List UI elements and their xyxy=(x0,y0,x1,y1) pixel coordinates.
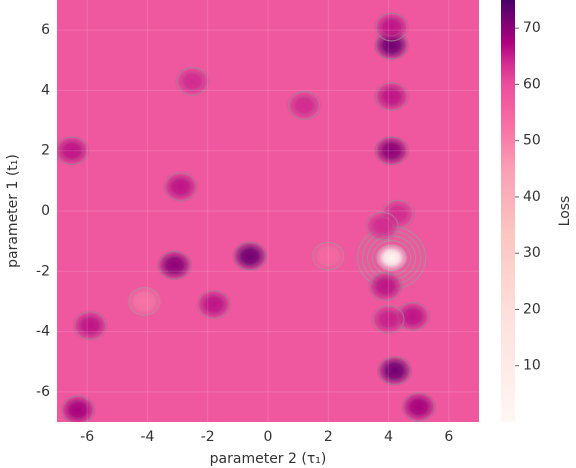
loss-extremum xyxy=(231,240,268,272)
x-tick-label: 0 xyxy=(264,429,273,445)
loss-extremum xyxy=(162,171,199,203)
loss-extremum xyxy=(126,286,163,317)
colorbar-tick-label: 30 xyxy=(523,245,541,261)
loss-extremum xyxy=(373,135,410,167)
loss-extremum xyxy=(60,394,97,422)
loss-extremum xyxy=(174,66,211,97)
loss-extremum xyxy=(400,391,437,422)
colorbar-tick-label: 10 xyxy=(523,358,541,374)
loss-extremum xyxy=(375,243,409,272)
loss-extremum xyxy=(286,90,323,121)
y-tick-label: 4 xyxy=(41,82,50,98)
x-tick-label: 6 xyxy=(444,429,453,445)
colorbar-tick-label: 40 xyxy=(523,189,541,205)
y-tick-label: 2 xyxy=(41,143,50,159)
loss-extremum xyxy=(57,135,91,167)
colorbar-label: Loss xyxy=(557,196,573,227)
colorbar-tick-label: 70 xyxy=(523,20,541,36)
x-tick-label: -4 xyxy=(140,429,154,445)
loss-extremum xyxy=(195,289,232,320)
loss-extremum xyxy=(370,304,407,335)
y-tick-label: 0 xyxy=(41,203,50,219)
x-tick-label: 4 xyxy=(384,429,393,445)
x-tick-label: -6 xyxy=(80,429,94,445)
colorbar-tick-label: 60 xyxy=(523,76,541,92)
y-tick-label: 6 xyxy=(41,22,50,38)
loss-extremum xyxy=(373,11,410,43)
loss-extremum xyxy=(364,210,401,242)
loss-extremum xyxy=(156,249,193,281)
loss-extremum xyxy=(376,355,413,387)
loss-extremum xyxy=(373,81,410,112)
y-axis-label: parameter 1 (t₁) xyxy=(5,154,21,268)
colorbar-tick-label: 20 xyxy=(523,301,541,317)
colorbar-tick-label: 50 xyxy=(523,133,541,149)
x-tick-label: -2 xyxy=(201,429,215,445)
loss-extremum xyxy=(72,310,109,341)
loss-extremum xyxy=(310,240,347,272)
loss-extremum xyxy=(367,270,404,302)
y-tick-label: -6 xyxy=(36,384,50,400)
x-tick-label: 2 xyxy=(324,429,333,445)
y-tick-label: -2 xyxy=(36,263,50,279)
x-axis-label: parameter 2 (τ₁) xyxy=(210,451,327,467)
colorbar xyxy=(501,0,515,422)
y-tick-label: -4 xyxy=(36,324,50,340)
